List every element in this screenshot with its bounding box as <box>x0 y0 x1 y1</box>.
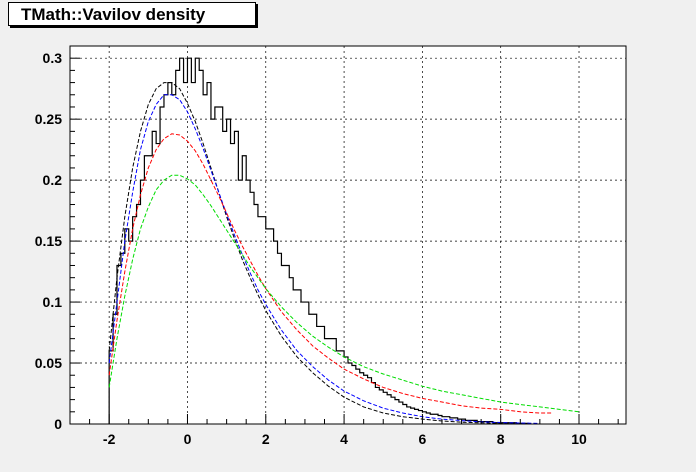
y-tick-label: 0.1 <box>43 294 63 310</box>
y-tick-label: 0.25 <box>35 111 62 127</box>
series-line-3 <box>108 174 580 413</box>
series-line-0 <box>108 82 521 425</box>
histogram <box>108 57 529 424</box>
x-tick-label: 8 <box>497 431 505 447</box>
x-tick-label: 4 <box>340 431 348 447</box>
y-tick-label: 0.3 <box>43 50 63 66</box>
y-tick-label: 0.05 <box>35 355 62 371</box>
series-line-1 <box>108 94 540 424</box>
y-tick-label: 0 <box>54 416 62 432</box>
x-tick-label: 6 <box>418 431 426 447</box>
axes: -2 0 2 4 6 8 10 0 0.05 0.1 0.15 0.2 0.25 0.3 <box>35 46 626 447</box>
y-tick-label: 0.15 <box>35 233 62 249</box>
chart-title: TMath::Vavilov density <box>8 2 256 26</box>
x-tick-label: 2 <box>262 431 270 447</box>
x-tick-label: 10 <box>571 431 587 447</box>
x-tick-label: 0 <box>184 431 192 447</box>
x-tick-label: -2 <box>103 431 116 447</box>
y-tick-label: 0.2 <box>43 172 63 188</box>
curves <box>108 82 580 425</box>
histogram-outline <box>108 57 529 424</box>
plot-frame <box>69 45 627 425</box>
series-line-2 <box>108 133 552 414</box>
